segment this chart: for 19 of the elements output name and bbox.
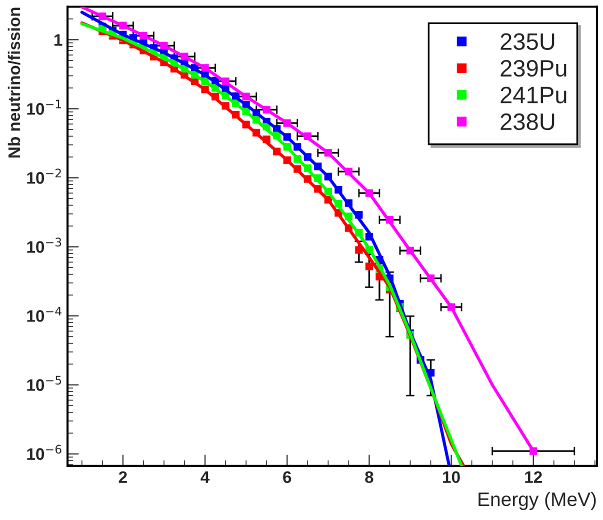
- x-axis-title: Energy (MeV): [478, 492, 596, 510]
- x-tick-label: 2: [118, 471, 127, 483]
- x-tick-label: 4: [200, 471, 210, 483]
- y-tick-label: 10$^{−1}$: [27, 100, 61, 115]
- y-tick-label: 10$^{−4}$: [27, 306, 62, 322]
- x-tick-label: 6: [283, 471, 292, 484]
- x-tick-label: 12: [525, 471, 542, 483]
- legend-label: 238U: [500, 113, 554, 130]
- y-tick-label: 10$^{−3}$: [27, 238, 62, 253]
- legend-label: 235U: [500, 33, 554, 50]
- y-tick-label: 10$^{−5}$: [27, 376, 62, 391]
- y-tick-label: 10$^{−6}$: [27, 444, 62, 460]
- y-tick-label: 1: [54, 34, 62, 46]
- x-tick-label: 10: [443, 471, 460, 484]
- legend-label: 239Pu: [500, 60, 566, 77]
- legend-label: 241Pu: [500, 86, 566, 104]
- y-tick-label: 10$^{−2}$: [27, 168, 61, 184]
- y-axis-title: Nb neutrino/fission: [8, 8, 20, 158]
- x-tick-label: 8: [365, 471, 374, 484]
